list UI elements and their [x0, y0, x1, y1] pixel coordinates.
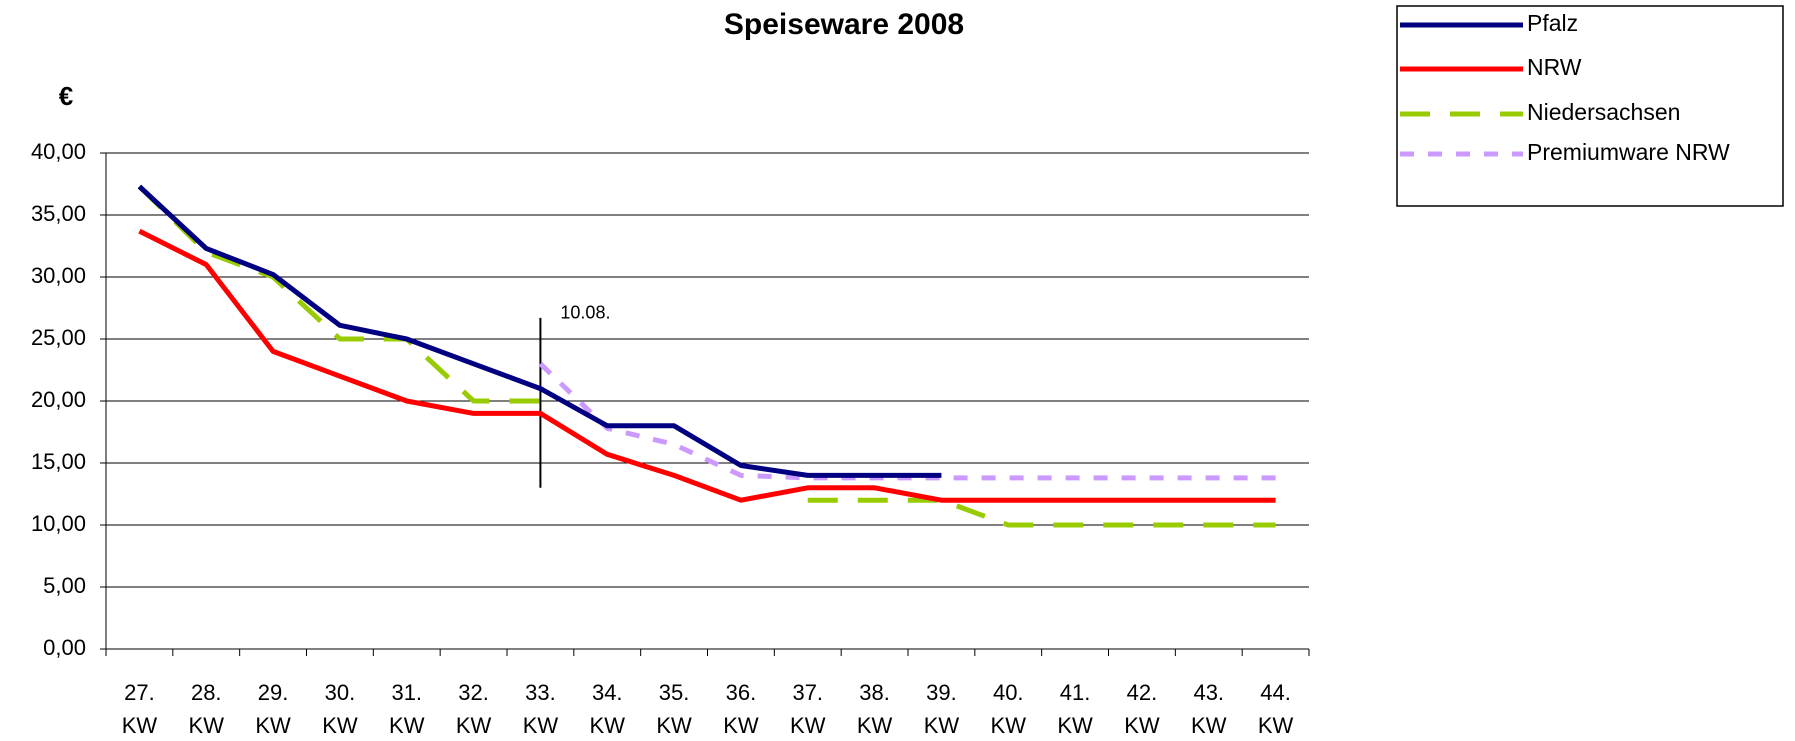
x-tick-label: 41. KW	[1057, 680, 1093, 738]
x-tick-label: 40. KW	[991, 680, 1027, 738]
annotation-label: 10.08.	[560, 303, 610, 323]
legend-label: Pfalz	[1527, 10, 1578, 36]
y-tick-label: 15,00	[31, 449, 86, 474]
x-tick-label: 37. KW	[790, 680, 826, 738]
y-axis-label: €	[59, 81, 73, 111]
y-tick-label: 10,00	[31, 511, 86, 536]
y-tick-label: 40,00	[31, 139, 86, 164]
legend-box	[1396, 5, 1784, 207]
x-tick-label: 30. KW	[322, 680, 358, 738]
x-tick-label: 31. KW	[389, 680, 425, 738]
y-tick-label: 35,00	[31, 201, 86, 226]
x-tick-label: 39. KW	[924, 680, 960, 738]
x-tick-label: 43. KW	[1191, 680, 1227, 738]
x-tick-label: 42. KW	[1124, 680, 1160, 738]
x-tick-label: 27. KW	[122, 680, 158, 738]
x-tick-label: 33. KW	[523, 680, 559, 738]
series-line	[137, 184, 1276, 528]
x-tick-label: 38. KW	[857, 680, 893, 738]
series-line	[137, 184, 942, 478]
chart-title: Speiseware 2008	[724, 8, 964, 41]
y-tick-label: 30,00	[31, 263, 86, 288]
x-tick-label: 32. KW	[456, 680, 492, 738]
legend-label: Premiumware NRW	[1527, 139, 1730, 165]
series-line	[538, 362, 1276, 481]
y-tick-label: 20,00	[31, 387, 86, 412]
x-tick-label: 34. KW	[590, 680, 626, 738]
y-tick-label: 25,00	[31, 325, 86, 350]
x-tick-label: 29. KW	[255, 680, 291, 738]
y-tick-label: 5,00	[43, 573, 86, 598]
legend-label: Niedersachsen	[1527, 99, 1680, 125]
x-tick-label: 36. KW	[723, 680, 759, 738]
legend-label: NRW	[1527, 54, 1582, 80]
x-tick-label: 28. KW	[189, 680, 225, 738]
y-tick-label: 0,00	[43, 635, 86, 660]
series-line	[138, 228, 1276, 503]
x-tick-label: 35. KW	[656, 680, 692, 738]
x-tick-label: 44. KW	[1258, 680, 1294, 738]
